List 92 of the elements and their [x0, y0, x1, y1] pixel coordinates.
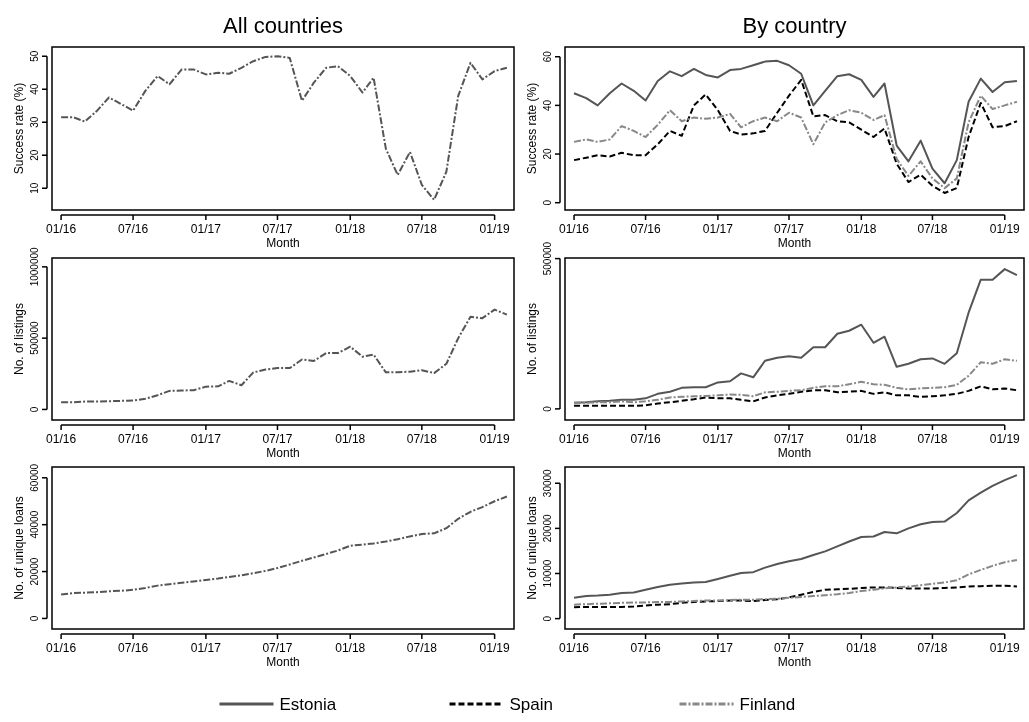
- x-tick-label: 07/16: [118, 222, 149, 236]
- x-tick-label: 07/18: [406, 222, 438, 236]
- y-tick-label: 60000: [29, 463, 40, 492]
- line-series: [573, 558, 1018, 606]
- x-tick-label: 01/19: [989, 641, 1021, 655]
- x-tick-label: 07/16: [630, 222, 661, 236]
- y-tick-label: 0: [542, 199, 553, 206]
- y-axis-title: Success rate (%): [12, 82, 26, 175]
- x-tick-label: 07/18: [917, 222, 948, 236]
- y-tick-label: 500000: [542, 241, 553, 276]
- x-tick-label: 01/17: [702, 432, 734, 446]
- y-tick-label: 50: [29, 50, 40, 62]
- x-tick-label: 01/17: [190, 222, 222, 236]
- x-tick-label: 07/16: [630, 432, 661, 446]
- x-tick-label: 07/18: [406, 641, 438, 655]
- x-tick-label: 07/17: [773, 222, 805, 236]
- legend-label: Spain: [509, 695, 553, 714]
- line-series: [573, 358, 1018, 404]
- x-tick-label: 01/19: [479, 432, 510, 446]
- x-tick-label: 01/19: [989, 432, 1021, 446]
- y-axis-title: No. of listings: [525, 302, 539, 376]
- y-axis-title: Success rate (%): [525, 82, 539, 175]
- x-tick-label: 07/18: [917, 432, 948, 446]
- x-tick-label: 01/17: [702, 641, 734, 655]
- x-tick-label: 01/17: [702, 222, 734, 236]
- y-tick-label: 20000: [542, 514, 553, 543]
- y-tick-label: 30: [29, 116, 40, 128]
- x-axis-title: Month: [777, 655, 812, 669]
- y-tick-label: 60: [542, 50, 553, 63]
- x-tick-label: 01/16: [46, 432, 77, 446]
- x-tick-label: 01/18: [335, 641, 366, 655]
- line-series: [60, 55, 508, 201]
- y-tick-label: 0: [29, 615, 40, 622]
- y-tick-label: 0: [29, 406, 40, 413]
- x-tick-label: 07/17: [773, 641, 805, 655]
- y-axis-title: No. of listings: [12, 302, 26, 376]
- y-tick-label: 20: [542, 148, 553, 160]
- x-tick-label: 01/19: [479, 641, 510, 655]
- x-tick-label: 01/16: [46, 222, 77, 236]
- y-tick-label: 20000: [29, 557, 40, 586]
- x-tick-label: 01/19: [989, 222, 1021, 236]
- x-tick-label: 01/18: [846, 641, 877, 655]
- y-tick-label: 10000: [542, 559, 553, 588]
- y-tick-label: 40: [29, 83, 40, 95]
- y-axis-title: No. of unique loans: [12, 496, 26, 600]
- y-tick-label: 10: [29, 182, 40, 194]
- chart-title: By country: [742, 13, 847, 38]
- line-series: [573, 94, 1018, 190]
- line-series: [573, 78, 1018, 194]
- y-tick-label: 30000: [542, 468, 553, 498]
- y-tick-label: 0: [542, 615, 553, 622]
- x-tick-label: 07/17: [262, 641, 293, 655]
- y-tick-label: 1000000: [29, 246, 40, 287]
- x-tick-label: 07/16: [118, 432, 149, 446]
- x-tick-label: 07/18: [406, 432, 438, 446]
- y-tick-label: 40000: [29, 510, 40, 539]
- line-series: [60, 495, 508, 596]
- legend-label: Finland: [739, 695, 796, 714]
- x-axis-title: Month: [777, 446, 812, 460]
- x-tick-label: 01/16: [559, 222, 590, 236]
- x-tick-label: 01/18: [846, 222, 877, 236]
- x-tick-label: 07/16: [630, 641, 661, 655]
- x-tick-label: 01/18: [335, 222, 366, 236]
- legend-label: Estonia: [279, 695, 337, 714]
- x-tick-label: 01/16: [46, 641, 77, 655]
- line-series: [573, 385, 1018, 407]
- x-tick-label: 01/17: [190, 432, 222, 446]
- y-tick-label: 20: [29, 149, 40, 161]
- x-tick-label: 07/17: [262, 222, 293, 236]
- x-axis-title: Month: [266, 446, 300, 460]
- x-tick-label: 07/17: [773, 432, 805, 446]
- x-tick-label: 01/19: [479, 222, 510, 236]
- x-tick-label: 01/18: [846, 432, 877, 446]
- y-tick-label: 0: [542, 405, 553, 412]
- x-tick-label: 01/17: [190, 641, 222, 655]
- x-axis-title: Month: [266, 236, 300, 250]
- x-tick-label: 07/16: [118, 641, 149, 655]
- x-tick-label: 01/16: [559, 641, 590, 655]
- line-series: [573, 584, 1018, 609]
- line-series: [573, 59, 1018, 185]
- x-axis-title: Month: [777, 236, 812, 250]
- x-tick-label: 07/18: [917, 641, 948, 655]
- line-series: [60, 308, 508, 404]
- x-tick-label: 01/16: [559, 432, 590, 446]
- line-series: [573, 474, 1018, 599]
- x-tick-label: 01/18: [335, 432, 366, 446]
- y-tick-label: 500000: [29, 321, 40, 355]
- x-axis-title: Month: [266, 655, 300, 669]
- chart-title: All countries: [223, 13, 343, 38]
- y-tick-label: 40: [542, 99, 553, 111]
- x-tick-label: 07/17: [262, 432, 293, 446]
- y-axis-title: No. of unique loans: [525, 496, 539, 600]
